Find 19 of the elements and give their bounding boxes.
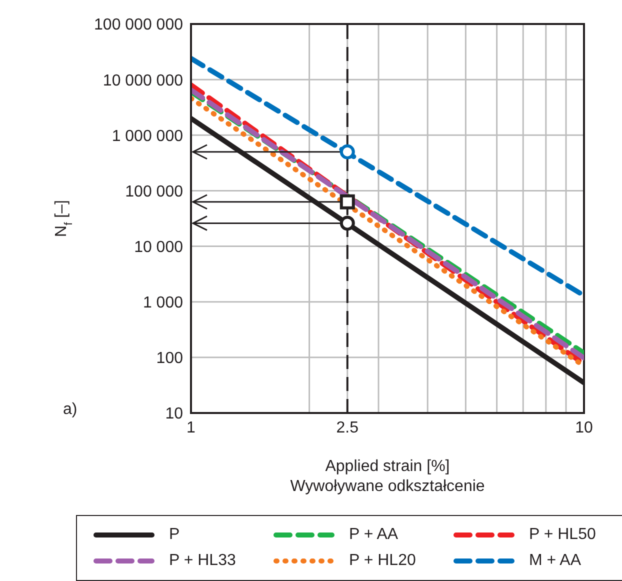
y-tick-label: 1 000 <box>142 294 184 312</box>
legend-label: P + HL20 <box>349 552 416 570</box>
text: a) <box>63 401 78 418</box>
x-axis-title: Applied strain [%] Wywoływane odkształcenie <box>290 458 485 495</box>
y-tick-label: 100 <box>156 350 184 368</box>
x-tick-label: 2.5 <box>336 419 359 436</box>
y-tick-label: 10 000 <box>134 238 184 256</box>
legend-label: P + HL50 <box>529 526 596 544</box>
y-tick-label: 100 000 <box>125 183 184 200</box>
y-tick-label: 1 000 000 <box>112 128 184 145</box>
y-tick-label: 100 000 000 <box>94 16 184 34</box>
y-tick-label: 10 <box>165 406 184 423</box>
legend-label: P + AA <box>349 526 398 544</box>
legend-label: P + HL33 <box>169 552 236 570</box>
x-tick-label: 10 <box>575 419 593 436</box>
x-tick-label: 1 <box>186 419 196 436</box>
legend-label: M + AA <box>529 552 582 570</box>
legend-label: P <box>169 526 180 544</box>
y-tick-label: 10 000 000 <box>102 72 184 90</box>
